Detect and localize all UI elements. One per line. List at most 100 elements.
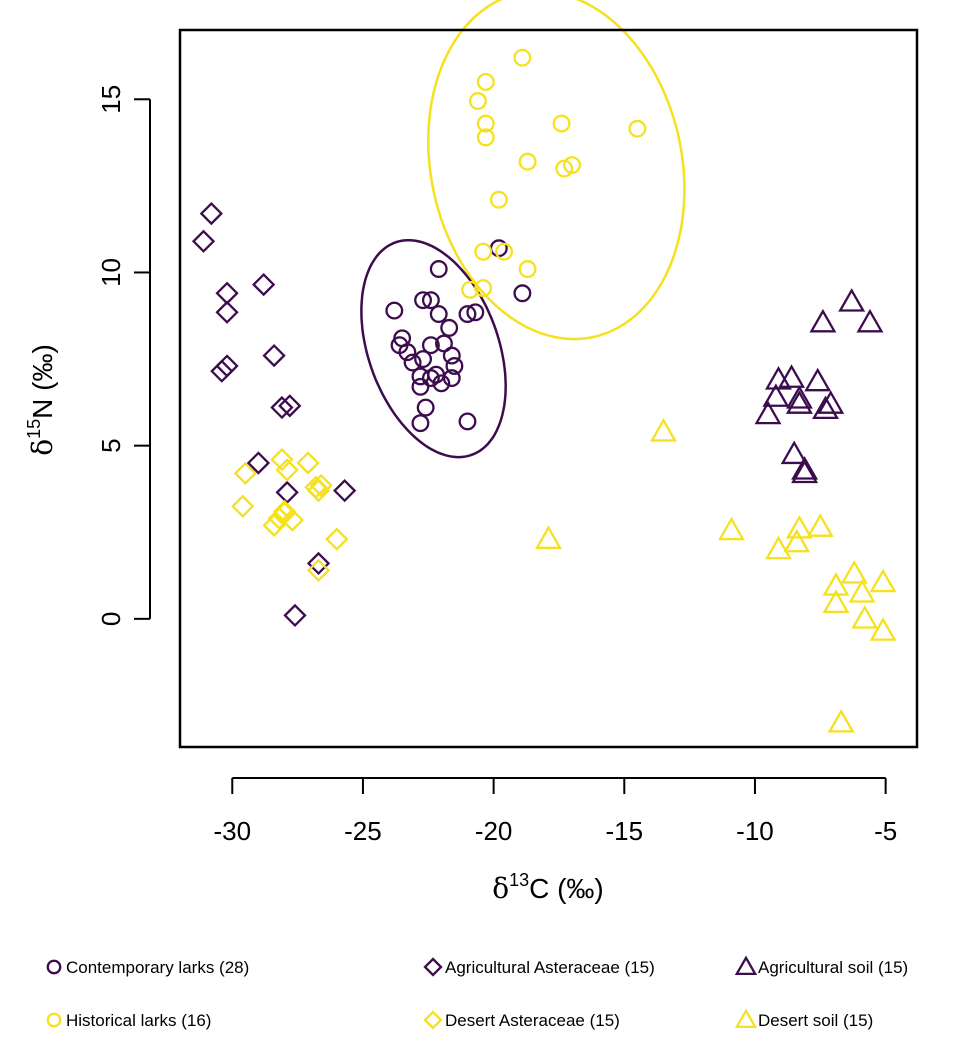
contemporary-larks-point [429, 260, 448, 278]
agricultural-soil-series [754, 288, 884, 484]
desert-soil-point [840, 559, 868, 584]
contemporary-larks-legend-label: Contemporary larks (28) [66, 958, 249, 977]
contemporary-larks-point [416, 398, 435, 417]
contemporary-larks-series [385, 239, 532, 433]
desert-asteraceae-point [270, 447, 294, 472]
desert-asteraceae-legend-marker [423, 1010, 443, 1030]
x-tick-label: -5 [874, 816, 897, 846]
agricultural-asteraceae-point [283, 603, 307, 628]
plot-frame [178, 28, 919, 749]
contemporary-larks-point [421, 291, 440, 310]
desert-asteraceae-series [231, 447, 349, 582]
agricultural-soil-point [804, 367, 832, 392]
desert-soil-point [822, 572, 850, 596]
desert-soil-legend-label: Desert soil (15) [758, 1011, 873, 1030]
desert-asteraceae-point [231, 494, 255, 518]
historical-larks-point [495, 242, 514, 261]
contemporary-larks-ellipse [360, 239, 507, 459]
desert-asteraceae-point [233, 461, 257, 485]
historical-larks-point [474, 242, 493, 261]
historical-larks-point [476, 73, 495, 91]
agricultural-soil-point [785, 385, 813, 409]
historical-larks-point [518, 260, 537, 278]
desert-soil-point [765, 535, 792, 560]
contemporary-larks-point [411, 414, 430, 433]
contemporary-larks-point [432, 374, 451, 393]
desert-asteraceae-point [306, 558, 331, 582]
desert-soil-point [851, 605, 879, 629]
contemporary-larks-point [458, 305, 477, 323]
contemporary-larks-point [414, 350, 433, 369]
agricultural-asteraceae-point [252, 272, 276, 297]
contemporary-larks-point [403, 353, 422, 372]
historical-larks-legend-marker [46, 1012, 62, 1028]
agricultural-asteraceae-point [191, 229, 216, 253]
historical-larks-point [474, 279, 493, 298]
agricultural-asteraceae-point [275, 480, 299, 505]
agricultural-soil-legend-label: Agricultural soil (15) [758, 958, 908, 977]
x-axis: -30 -25 -20 -15 -10 -5 [213, 777, 897, 846]
desert-asteraceae-point [296, 451, 320, 475]
x-tick-label: -20 [475, 816, 513, 846]
contemporary-larks-point [414, 291, 433, 310]
desert-soil-point [717, 516, 745, 541]
y-tick-label: 15 [96, 85, 126, 114]
agricultural-soil-legend-marker [734, 955, 758, 976]
agricultural-asteraceae-legend-label: Agricultural Asteraceae (15) [445, 958, 655, 977]
desert-asteraceae-point [325, 527, 349, 551]
desert-asteraceae-point [309, 473, 333, 498]
contemporary-larks-point [440, 318, 459, 337]
x-tick-label: -15 [606, 816, 644, 846]
desert-asteraceae-point [262, 513, 286, 537]
desert-soil-point [650, 417, 677, 442]
agricultural-soil-point [762, 383, 790, 407]
historical-larks-point [461, 280, 480, 299]
agricultural-asteraceae-point [262, 343, 286, 368]
y-tick-label: 5 [96, 438, 126, 452]
historical-larks-point [468, 92, 487, 110]
desert-soil-series [535, 417, 897, 733]
agricultural-asteraceae-point [215, 281, 239, 305]
x-axis-title: δ13C (‰) [492, 870, 604, 905]
agricultural-soil-point [765, 366, 792, 390]
desert-asteraceae-legend-label: Desert Asteraceae (15) [445, 1011, 620, 1030]
agricultural-asteraceae-point [210, 359, 234, 383]
desert-soil-point [827, 708, 855, 733]
agricultural-soil-point [838, 288, 866, 312]
historical-larks-point [476, 114, 495, 133]
desert-asteraceae-point [280, 508, 305, 532]
desert-soil-point [848, 579, 876, 603]
agricultural-soil-point [791, 456, 819, 480]
y-axis: 0 5 10 15 [96, 85, 151, 626]
agricultural-soil-point [754, 400, 782, 425]
contemporary-larks-point [435, 334, 453, 353]
desert-asteraceae-point [272, 499, 297, 524]
x-tick-label: -25 [344, 816, 382, 846]
agricultural-soil-point [791, 459, 819, 484]
agricultural-soil-point [812, 395, 840, 420]
contemporary-larks-point [398, 343, 417, 362]
contemporary-larks-point [445, 357, 464, 375]
historical-larks-legend-label: Historical larks (16) [66, 1011, 211, 1030]
agricultural-soil-point [856, 308, 884, 333]
agricultural-soil-point [785, 390, 813, 414]
desert-soil-point [535, 525, 562, 549]
agricultural-soil-point [809, 308, 837, 333]
contemporary-larks-point [442, 346, 461, 365]
y-tick-label: 10 [96, 258, 126, 287]
historical-larks-ellipse [427, 0, 686, 341]
desert-asteraceae-point [275, 458, 299, 482]
desert-soil-point [869, 568, 897, 593]
desert-soil-legend-marker [734, 1008, 758, 1029]
x-tick-label: -10 [736, 816, 774, 846]
desert-soil-point [822, 589, 850, 614]
agricultural-asteraceae-point [306, 551, 331, 576]
y-tick-label: 0 [96, 612, 126, 626]
contemporary-larks-point [385, 301, 404, 320]
legend: Contemporary larks (28) Agricultural Aste… [46, 955, 908, 1030]
agricultural-asteraceae-point [246, 451, 271, 475]
agricultural-asteraceae-point [270, 395, 294, 420]
historical-larks-point [476, 128, 495, 147]
historical-larks-point [513, 48, 532, 67]
